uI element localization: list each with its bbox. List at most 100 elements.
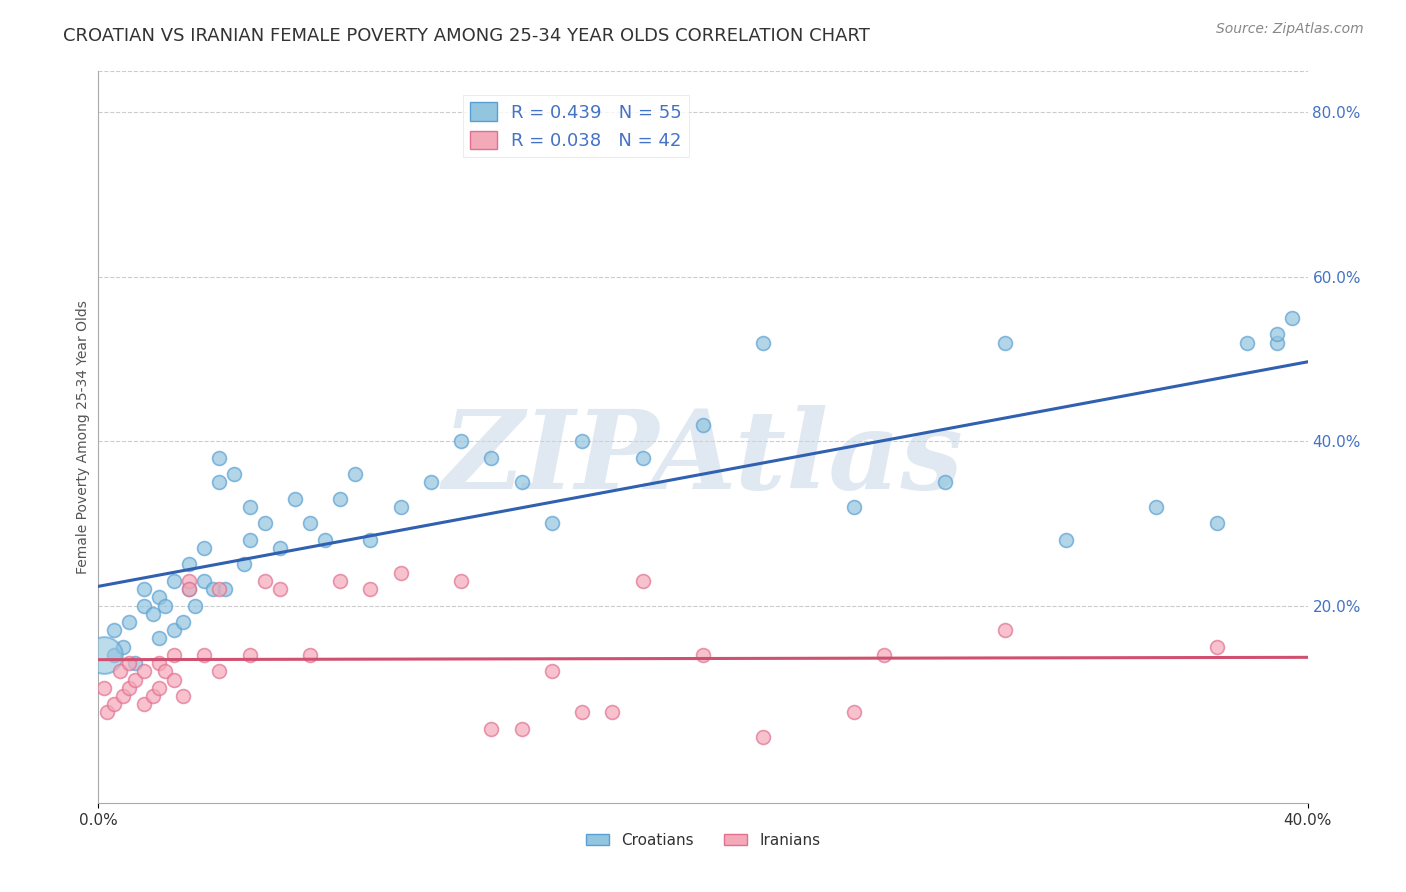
- Point: [510, 722, 533, 736]
- Point: [844, 706, 866, 720]
- Point: [103, 648, 125, 662]
- Point: [389, 566, 412, 580]
- Point: [184, 599, 207, 613]
- Point: [132, 599, 155, 613]
- Point: [142, 689, 165, 703]
- Point: [153, 665, 176, 679]
- Point: [118, 615, 141, 629]
- Point: [142, 607, 165, 621]
- Point: [994, 335, 1017, 350]
- Point: [172, 615, 194, 629]
- Point: [510, 475, 533, 490]
- Point: [124, 673, 146, 687]
- Point: [752, 335, 775, 350]
- Point: [239, 500, 262, 514]
- Point: [450, 434, 472, 449]
- Point: [481, 722, 503, 736]
- Point: [179, 558, 201, 572]
- Point: [299, 648, 322, 662]
- Point: [163, 624, 186, 638]
- Point: [253, 516, 276, 531]
- Point: [1206, 516, 1229, 531]
- Point: [193, 648, 215, 662]
- Point: [118, 656, 141, 670]
- Point: [1236, 335, 1258, 350]
- Point: [692, 417, 714, 432]
- Point: [108, 665, 131, 679]
- Point: [214, 582, 236, 596]
- Point: [269, 541, 291, 555]
- Point: [329, 491, 352, 506]
- Point: [148, 656, 170, 670]
- Point: [571, 434, 593, 449]
- Point: [269, 582, 291, 596]
- Point: [163, 673, 186, 687]
- Point: [1144, 500, 1167, 514]
- Point: [994, 624, 1017, 638]
- Point: [284, 491, 307, 506]
- Point: [692, 648, 714, 662]
- Point: [111, 689, 134, 703]
- Point: [153, 599, 176, 613]
- Point: [163, 574, 186, 588]
- Point: [450, 574, 472, 588]
- Y-axis label: Female Poverty Among 25-34 Year Olds: Female Poverty Among 25-34 Year Olds: [76, 300, 90, 574]
- Point: [389, 500, 412, 514]
- Point: [844, 500, 866, 514]
- Point: [208, 582, 231, 596]
- Point: [148, 591, 170, 605]
- Point: [232, 558, 254, 572]
- Point: [202, 582, 225, 596]
- Point: [481, 450, 503, 465]
- Point: [148, 681, 170, 695]
- Point: [111, 640, 134, 654]
- Point: [571, 706, 593, 720]
- Point: [360, 582, 382, 596]
- Point: [1267, 335, 1289, 350]
- Point: [193, 574, 215, 588]
- Point: [93, 681, 115, 695]
- Point: [103, 697, 125, 711]
- Point: [96, 706, 118, 720]
- Point: [344, 467, 367, 481]
- Point: [132, 665, 155, 679]
- Point: [1267, 327, 1289, 342]
- Point: [208, 450, 231, 465]
- Point: [132, 697, 155, 711]
- Point: [179, 574, 201, 588]
- Point: [148, 632, 170, 646]
- Point: [420, 475, 443, 490]
- Point: [103, 624, 125, 638]
- Text: ZIPAtlas: ZIPAtlas: [443, 405, 963, 513]
- Point: [1054, 533, 1077, 547]
- Point: [602, 706, 624, 720]
- Point: [208, 475, 231, 490]
- Legend: Croatians, Iranians: Croatians, Iranians: [579, 827, 827, 854]
- Point: [540, 665, 562, 679]
- Point: [360, 533, 382, 547]
- Point: [179, 582, 201, 596]
- Point: [631, 450, 654, 465]
- Text: Source: ZipAtlas.com: Source: ZipAtlas.com: [1216, 22, 1364, 37]
- Point: [172, 689, 194, 703]
- Point: [179, 582, 201, 596]
- Point: [224, 467, 246, 481]
- Point: [631, 574, 654, 588]
- Point: [1281, 310, 1303, 325]
- Point: [124, 656, 146, 670]
- Point: [934, 475, 956, 490]
- Point: [239, 648, 262, 662]
- Point: [1206, 640, 1229, 654]
- Point: [93, 648, 115, 662]
- Point: [208, 665, 231, 679]
- Point: [314, 533, 336, 547]
- Point: [329, 574, 352, 588]
- Point: [132, 582, 155, 596]
- Point: [540, 516, 562, 531]
- Point: [239, 533, 262, 547]
- Point: [163, 648, 186, 662]
- Text: CROATIAN VS IRANIAN FEMALE POVERTY AMONG 25-34 YEAR OLDS CORRELATION CHART: CROATIAN VS IRANIAN FEMALE POVERTY AMONG…: [63, 27, 870, 45]
- Point: [193, 541, 215, 555]
- Point: [299, 516, 322, 531]
- Point: [253, 574, 276, 588]
